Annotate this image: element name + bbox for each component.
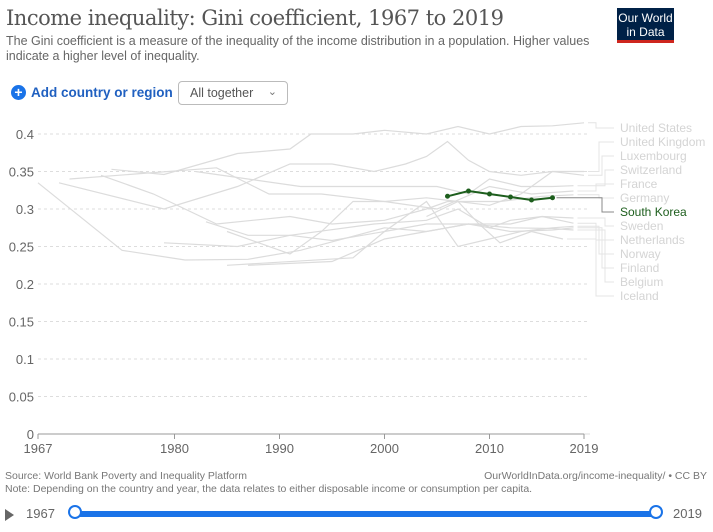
legend-connector bbox=[577, 227, 614, 269]
legend-label[interactable]: Netherlands bbox=[620, 233, 685, 247]
legend-connector bbox=[577, 183, 614, 192]
logo-text: Our World in Data bbox=[618, 11, 673, 39]
legend-label[interactable]: Sweden bbox=[620, 219, 663, 233]
legend-label[interactable]: United Kingdom bbox=[620, 135, 705, 149]
legend-connector bbox=[588, 122, 614, 129]
select-value: All together bbox=[190, 86, 254, 100]
series-line-germany bbox=[100, 174, 574, 225]
y-tick-label: 0.15 bbox=[9, 315, 34, 330]
series-line-iceland bbox=[426, 200, 564, 244]
legend-label[interactable]: Germany bbox=[620, 191, 669, 205]
chart-title: Income inequality: Gini coefficient, 196… bbox=[6, 6, 504, 30]
y-tick-label: 0.25 bbox=[9, 240, 34, 255]
y-tick-label: 0.1 bbox=[16, 352, 34, 367]
x-tick-label: 1990 bbox=[265, 441, 294, 456]
legend-connector bbox=[577, 217, 614, 227]
source-link[interactable]: OurWorldInData.org/income-inequality/ • … bbox=[484, 470, 707, 482]
series-line-finland bbox=[247, 223, 574, 266]
play-icon[interactable] bbox=[5, 509, 14, 521]
legend-connector bbox=[567, 238, 614, 297]
y-tick-label: 0.2 bbox=[16, 277, 34, 292]
legend-label[interactable]: Norway bbox=[620, 247, 661, 261]
data-point bbox=[529, 197, 534, 203]
data-point bbox=[487, 191, 492, 197]
legend-connector bbox=[588, 155, 614, 176]
series-line-france bbox=[69, 167, 574, 210]
legend-label[interactable]: South Korea bbox=[620, 205, 687, 219]
x-tick-label: 1967 bbox=[24, 441, 53, 456]
timeline-end-handle[interactable] bbox=[649, 505, 663, 519]
x-tick-label: 2000 bbox=[370, 441, 399, 456]
y-tick-label: 0.4 bbox=[16, 127, 34, 142]
legend-connector bbox=[577, 169, 614, 187]
data-point bbox=[445, 193, 450, 199]
add-country-button[interactable]: + Add country or region bbox=[11, 85, 173, 100]
legend-label[interactable]: Finland bbox=[620, 261, 659, 275]
chevron-down-icon: ⌄ bbox=[267, 86, 277, 98]
plus-circle-icon: + bbox=[11, 85, 26, 100]
data-point bbox=[550, 195, 555, 201]
legend-label[interactable]: United States bbox=[620, 121, 692, 135]
data-point bbox=[466, 188, 471, 194]
legend-label[interactable]: France bbox=[620, 177, 658, 191]
x-tick-label: 1980 bbox=[160, 441, 189, 456]
y-tick-label: 0.35 bbox=[9, 165, 34, 180]
legend-label[interactable]: Belgium bbox=[620, 275, 663, 289]
series-line-united-states bbox=[111, 122, 585, 176]
source-text: Source: World Bank Poverty and Inequalit… bbox=[5, 470, 248, 482]
timeline-start-handle[interactable] bbox=[68, 505, 82, 519]
y-tick-label: 0.05 bbox=[9, 390, 34, 405]
x-tick-label: 2019 bbox=[570, 441, 599, 456]
facet-select[interactable]: All together ⌄ bbox=[178, 81, 288, 105]
series-line-south-korea bbox=[447, 189, 553, 202]
series-line-united-kingdom bbox=[58, 140, 584, 210]
timeline-track[interactable] bbox=[75, 511, 656, 517]
legend-label[interactable]: Luxembourg bbox=[620, 149, 687, 163]
legend-connector bbox=[556, 197, 614, 213]
data-point bbox=[508, 194, 513, 200]
note-text: Note: Depending on the country and year,… bbox=[5, 483, 533, 495]
legend-connector bbox=[577, 225, 614, 255]
line-chart: 0 0.05 0.1 0.15 0.2 0.25 0.3 0.35 0.4 1967 1980 199… bbox=[9, 121, 706, 456]
timeline-end-label: 2019 bbox=[673, 506, 702, 521]
series-line-belgium bbox=[226, 223, 574, 266]
legend-label[interactable]: Iceland bbox=[620, 289, 659, 303]
owid-logo[interactable]: Our World in Data bbox=[617, 8, 674, 43]
y-tick-label: 0.3 bbox=[16, 202, 34, 217]
add-country-label: Add country or region bbox=[31, 85, 173, 100]
legend-connector bbox=[577, 194, 614, 199]
legend-label[interactable]: Switzerland bbox=[620, 163, 682, 177]
y-tick-label: 0 bbox=[27, 427, 34, 442]
legend-connector bbox=[588, 141, 614, 172]
series-line-sweden bbox=[37, 182, 574, 261]
x-tick-label: 2010 bbox=[475, 441, 504, 456]
timeline-start-label: 1967 bbox=[26, 506, 55, 521]
legend-connector bbox=[577, 229, 614, 283]
series-line-switzerland bbox=[195, 170, 574, 195]
chart-subtitle: The Gini coefficient is a measure of the… bbox=[6, 34, 590, 63]
series-line-netherlands bbox=[205, 208, 574, 236]
